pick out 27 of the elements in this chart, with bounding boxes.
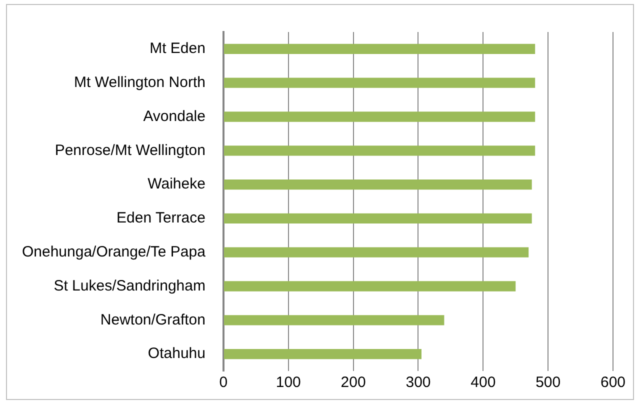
- y-tick-label: Mt Eden: [150, 40, 206, 58]
- x-tick-label: 300: [406, 374, 431, 392]
- bar: [224, 146, 536, 156]
- y-tick-label: Avondale: [143, 108, 206, 125]
- y-tick-label: Penrose/Mt Wellington: [54, 142, 206, 159]
- y-tick-label: Eden Terrace: [116, 210, 206, 227]
- y-tick-label: Otahuhu: [148, 345, 206, 362]
- bar: [224, 281, 516, 292]
- x-tick-label: 400: [470, 374, 496, 392]
- x-tick-label: 200: [340, 374, 366, 392]
- bar: [224, 179, 532, 190]
- bar: [224, 315, 444, 326]
- y-tick-label: Mt Wellington North: [74, 74, 206, 91]
- bar: [224, 213, 532, 224]
- x-tick-label: 100: [276, 374, 301, 392]
- bar: [224, 78, 536, 88]
- bar: [224, 348, 422, 360]
- y-tick-label: Onehunga/Orange/Te Papa: [22, 243, 206, 260]
- y-tick-label: St Lukes/Sandringham: [54, 277, 206, 294]
- y-tick-label: Newton/Grafton: [100, 311, 206, 328]
- bar: [224, 112, 536, 122]
- bar: [224, 44, 536, 54]
- bar: [224, 247, 529, 258]
- x-tick-label: 500: [536, 374, 561, 392]
- x-tick-label: 0: [219, 374, 228, 392]
- y-tick-label: Waiheke: [148, 176, 206, 193]
- x-tick-label: 600: [600, 374, 626, 392]
